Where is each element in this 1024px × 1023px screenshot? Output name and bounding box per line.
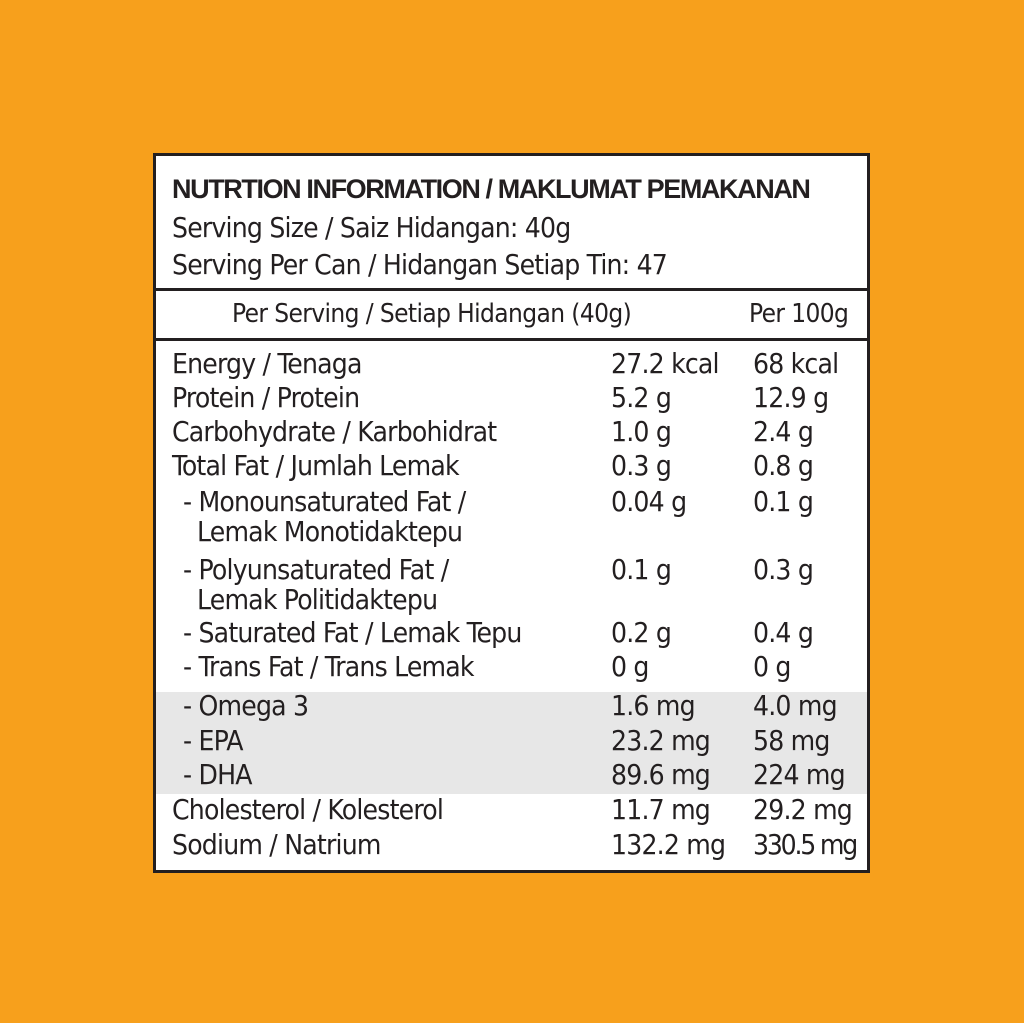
nutrient-name: Total Fat / Jumlah Lemak xyxy=(172,449,460,482)
value-per-100g: 12.9 g xyxy=(753,381,829,414)
value-per-serving: 0.1 g xyxy=(611,553,672,586)
nutrient-row-carbohydrate: Carbohydrate / Karbohidrat 1.0 g 2.4 g xyxy=(156,409,867,447)
value-per-serving: 89.6 mg xyxy=(611,758,711,791)
value-per-100g: 330.5 mg xyxy=(753,828,858,861)
value-per-100g: 0.3 g xyxy=(753,553,814,586)
value-per-serving: 11.7 mg xyxy=(611,793,711,826)
nutrient-row-omega-3: - Omega 3 1.6 mg 4.0 mg xyxy=(156,689,867,726)
nutrient-name: Cholesterol / Kolesterol xyxy=(172,793,444,826)
column-per-serving: Per Serving / Setiap Hidangan (40g) xyxy=(232,299,632,329)
value-per-100g: 68 kcal xyxy=(753,347,839,380)
serving-size: Serving Size / Saiz Hidangan: 40g xyxy=(172,211,571,244)
nutrient-row-dha: - DHA 89.6 mg 224 mg xyxy=(156,760,867,794)
value-per-serving: 1.0 g xyxy=(611,415,672,448)
column-header: Per Serving / Setiap Hidangan (40g) Per … xyxy=(156,291,867,341)
value-per-serving: 0 g xyxy=(611,650,649,683)
value-per-serving: 23.2 mg xyxy=(611,724,711,757)
value-per-serving: 0.2 g xyxy=(611,616,672,649)
value-per-serving: 27.2 kcal xyxy=(611,347,720,380)
nutrient-name-malay: Lemak Monotidaktepu xyxy=(197,515,463,548)
nutrient-name: - Monounsaturated Fat / xyxy=(183,485,466,518)
nutrient-name: - Saturated Fat / Lemak Tepu xyxy=(183,616,522,649)
nutrient-name: - Omega 3 xyxy=(183,689,309,722)
value-per-100g: 0 g xyxy=(753,650,791,683)
nutrient-name: - DHA xyxy=(183,758,252,791)
label-header: NUTRTION INFORMATION / MAKLUMAT PEMAKANA… xyxy=(156,156,867,291)
nutrient-name: - Polyunsaturated Fat / xyxy=(183,553,449,586)
column-per-100g: Per 100g xyxy=(749,299,849,329)
nutrient-name: Protein / Protein xyxy=(172,381,360,414)
nutrient-name-malay: Lemak Politidaktepu xyxy=(197,583,438,616)
nutrient-row-epa: - EPA 23.2 mg 58 mg xyxy=(156,726,867,760)
value-per-100g: 29.2 mg xyxy=(753,793,853,826)
value-per-serving: 132.2 mg xyxy=(611,828,726,861)
nutrient-row-saturated-fat: - Saturated Fat / Lemak Tepu 0.2 g 0.4 g xyxy=(156,609,867,648)
nutrient-name: Carbohydrate / Karbohidrat xyxy=(172,415,497,448)
nutrient-row-monounsaturated-fat: - Monounsaturated Fat / Lemak Monotidakt… xyxy=(156,477,867,547)
nutrient-name: Sodium / Natrium xyxy=(172,828,381,861)
value-per-100g: 0.1 g xyxy=(753,485,814,518)
nutrition-label: NUTRTION INFORMATION / MAKLUMAT PEMAKANA… xyxy=(153,153,870,873)
value-per-100g: 0.8 g xyxy=(753,449,814,482)
nutrient-row-energy: Energy / Tenaga 27.2 kcal 68 kcal xyxy=(156,341,867,379)
nutrient-name: Energy / Tenaga xyxy=(172,347,362,380)
nutrient-row-trans-fat: - Trans Fat / Trans Lemak 0 g 0 g xyxy=(156,643,867,682)
nutrient-row-protein: Protein / Protein 5.2 g 12.9 g xyxy=(156,375,867,413)
nutrient-row-cholesterol: Cholesterol / Kolesterol 11.7 mg 29.2 mg xyxy=(156,794,867,828)
nutrient-row-sodium: Sodium / Natrium 132.2 mg 330.5 mg xyxy=(156,828,867,862)
value-per-100g: 2.4 g xyxy=(753,415,814,448)
nutrient-name: - EPA xyxy=(183,724,243,757)
label-title: NUTRTION INFORMATION / MAKLUMAT PEMAKANA… xyxy=(172,174,811,204)
value-per-100g: 4.0 mg xyxy=(753,689,838,722)
nutrient-row-polyunsaturated-fat: - Polyunsaturated Fat / Lemak Politidakt… xyxy=(156,543,867,615)
value-per-serving: 5.2 g xyxy=(611,381,672,414)
value-per-serving: 0.3 g xyxy=(611,449,672,482)
nutrient-name: - Trans Fat / Trans Lemak xyxy=(183,650,475,683)
servings-per-can: Serving Per Can / Hidangan Setiap Tin: 4… xyxy=(172,248,668,281)
value-per-100g: 0.4 g xyxy=(753,616,814,649)
value-per-serving: 1.6 mg xyxy=(611,689,696,722)
nutrient-row-total-fat: Total Fat / Jumlah Lemak 0.3 g 0.8 g xyxy=(156,443,867,481)
value-per-serving: 0.04 g xyxy=(611,485,687,518)
value-per-100g: 224 mg xyxy=(753,758,846,791)
value-per-100g: 58 mg xyxy=(753,724,830,757)
